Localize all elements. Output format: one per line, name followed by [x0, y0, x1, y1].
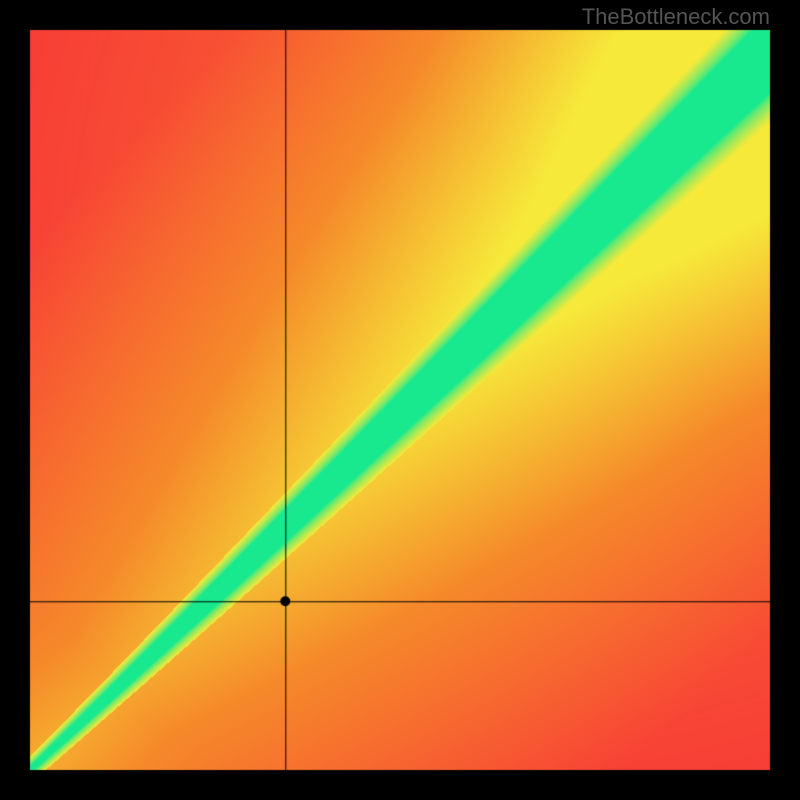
chart-container: TheBottleneck.com — [0, 0, 800, 800]
watermark-text: TheBottleneck.com — [582, 4, 770, 30]
heatmap-canvas — [0, 0, 800, 800]
